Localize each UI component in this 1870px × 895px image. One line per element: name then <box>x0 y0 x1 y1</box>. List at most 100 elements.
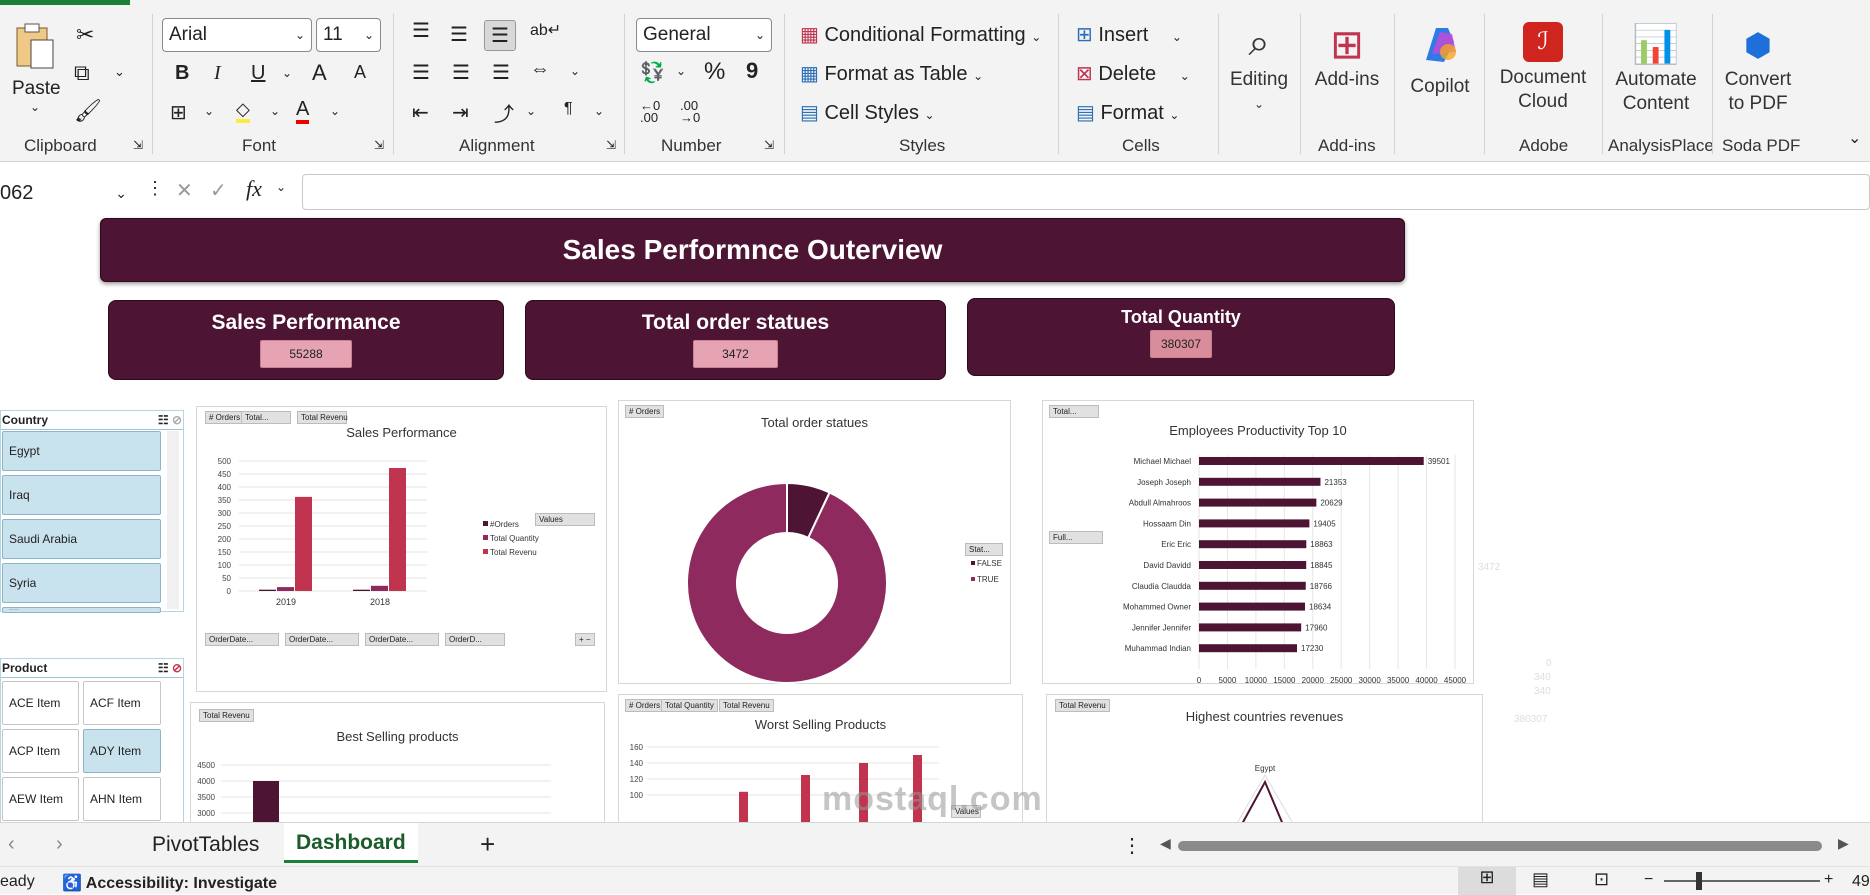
align-left-icon[interactable]: ☰ <box>412 62 430 84</box>
align-bottom-icon[interactable]: ☰ <box>484 20 516 51</box>
order-status-chart[interactable]: # Orders Total order statues FALSE TRUE S… <box>618 400 1011 684</box>
slicer-item-uae[interactable]: United Arab Emirates <box>2 607 161 613</box>
chevron-down-icon[interactable]: ⌄ <box>594 104 605 118</box>
format-as-table-button[interactable]: ▦ Format as Table ⌄ <box>800 63 984 85</box>
decrease-indent-icon[interactable]: ⇤ <box>412 102 429 124</box>
zoom-out-button[interactable]: − <box>1644 871 1654 888</box>
field-button-orderdate[interactable]: OrderDate... <box>365 633 439 646</box>
align-right-icon[interactable]: ☰ <box>492 62 510 84</box>
best-selling-chart[interactable]: Total Revenu Best Selling products 4500 4… <box>190 702 605 822</box>
slicer-item-syria[interactable]: Syria <box>2 563 161 603</box>
more-options-icon[interactable]: ⋮ <box>146 178 164 198</box>
align-middle-icon[interactable]: ☰ <box>450 24 468 46</box>
format-button[interactable]: ▤ Format ⌄ <box>1076 102 1180 124</box>
font-size-select[interactable]: 11 ⌄ <box>316 18 381 52</box>
field-button-revenue[interactable]: Total Revenu <box>1055 699 1110 712</box>
chevron-down-icon[interactable]: ⌄ <box>526 104 537 118</box>
sales-performance-chart[interactable]: # Orders Total... Total Revenu Sales Per… <box>196 406 607 692</box>
bold-button[interactable]: B <box>175 62 190 84</box>
percent-button[interactable]: % <box>704 58 726 85</box>
accessibility-status[interactable]: ♿ Accessibility: Investigate <box>62 875 277 892</box>
chevron-down-icon[interactable]: ⌄ <box>676 64 687 78</box>
underline-button[interactable]: U <box>251 62 266 84</box>
slicer-item-egypt[interactable]: Egypt <box>2 431 161 471</box>
add-sheet-button[interactable]: + <box>480 829 496 859</box>
grow-font-button[interactable]: A <box>312 60 327 85</box>
field-button-orders[interactable]: # Orders <box>625 405 665 418</box>
insert-function-button[interactable]: fx <box>246 176 262 201</box>
field-button-status[interactable]: Stat... <box>965 543 1003 556</box>
comma-style-button[interactable]: 9 <box>746 58 759 83</box>
cell-styles-button[interactable]: ▤ Cell Styles ⌄ <box>800 102 935 124</box>
page-layout-icon[interactable]: ▤ <box>1532 869 1550 889</box>
field-button-fullname[interactable]: Full... <box>1049 531 1103 544</box>
slicer-item-ahn[interactable]: AHN Item <box>83 777 161 821</box>
cancel-icon[interactable]: ✕ <box>176 180 193 202</box>
shrink-font-button[interactable]: A <box>354 62 367 82</box>
tab-pivottables[interactable]: PivotTables <box>152 833 260 856</box>
number-format-select[interactable]: General ⌄ <box>636 18 772 52</box>
tab-dashboard[interactable]: Dashboard <box>284 823 418 863</box>
slicer-scrollbar[interactable] <box>167 431 179 609</box>
zoom-slider[interactable] <box>1664 872 1820 890</box>
more-options-icon[interactable]: ⋮ <box>1122 835 1142 857</box>
paste-button[interactable]: Paste ⌄ <box>12 22 61 114</box>
accounting-format-icon[interactable]: 💱 <box>640 62 665 84</box>
country-slicer[interactable]: Country ☷ ⊘ Egypt Iraq Saudi Arabia Syria… <box>0 410 184 613</box>
slicer-item-ady[interactable]: ADY Item <box>83 729 161 773</box>
paragraph-icon[interactable]: ¶ <box>564 100 573 117</box>
font-family-select[interactable]: Arial ⌄ <box>162 18 312 52</box>
slicer-item-saudi-arabia[interactable]: Saudi Arabia <box>2 519 161 559</box>
dialog-launcher-icon[interactable]: ⇲ <box>133 138 144 152</box>
chevron-down-icon[interactable]: ⌄ <box>204 104 215 118</box>
editing-button[interactable]: ⌕ Editing ⌄ <box>1226 18 1292 116</box>
name-box[interactable]: 062 ⌄ <box>0 181 127 204</box>
dialog-launcher-icon[interactable]: ⇲ <box>374 138 385 152</box>
chevron-down-icon[interactable]: ⌄ <box>276 180 287 194</box>
align-center-icon[interactable]: ☰ <box>452 62 470 84</box>
field-button-orderdate[interactable]: OrderDate... <box>285 633 359 646</box>
chevron-down-icon[interactable]: ⌄ <box>270 104 281 118</box>
clear-filter-icon[interactable]: ⊘ <box>171 413 182 427</box>
field-button-orders[interactable]: # Orders <box>625 699 665 712</box>
multi-select-icon[interactable]: ☷ <box>157 661 169 675</box>
zoom-level[interactable]: 49 <box>1852 873 1870 890</box>
cut-icon[interactable]: ✂ <box>76 22 95 47</box>
addins-button[interactable]: ⊞ Add-ins <box>1306 22 1388 92</box>
field-button-total[interactable]: Total... <box>241 411 291 424</box>
dialog-launcher-icon[interactable]: ⇲ <box>764 138 775 152</box>
slicer-item-acp[interactable]: ACP Item <box>2 729 79 773</box>
convert-to-pdf-button[interactable]: ⬢ Convert to PDF <box>1716 22 1800 116</box>
merge-center-icon[interactable]: ⇔ <box>530 58 550 80</box>
expand-collapse-button[interactable]: + − <box>575 633 595 646</box>
field-button-orderdate[interactable]: OrderDate... <box>205 633 279 646</box>
slicer-item-ace[interactable]: ACE Item <box>2 681 79 725</box>
scroll-right-icon[interactable]: ▶ <box>1838 835 1849 851</box>
slicer-item-acf[interactable]: ACF Item <box>83 681 161 725</box>
field-button-revenue[interactable]: Total Revenu <box>199 709 254 722</box>
field-button-quantity[interactable]: Total Quantity <box>661 699 718 712</box>
chevron-down-icon[interactable]: ⌄ <box>282 66 293 80</box>
slicer-item-iraq[interactable]: Iraq <box>2 475 161 515</box>
formula-input[interactable] <box>302 174 1870 210</box>
scroll-thumb[interactable] <box>1178 841 1822 851</box>
worst-selling-chart[interactable]: # Orders Total Quantity Total Revenu Wor… <box>618 694 1023 822</box>
automate-content-button[interactable]: 📊 Automate Content <box>1606 22 1706 116</box>
orientation-icon[interactable]: ⤴ <box>494 104 514 126</box>
field-button-revenue[interactable]: Total Revenu <box>719 699 774 712</box>
slicer-item-aew[interactable]: AEW Item <box>2 777 79 821</box>
chevron-down-icon[interactable]: ⌄ <box>114 64 125 79</box>
countries-revenue-chart[interactable]: Total Revenu Highest countries revenues … <box>1046 694 1483 822</box>
field-button-revenue[interactable]: Total Revenu <box>297 411 348 424</box>
document-cloud-button[interactable]: ℐ Document Cloud <box>1488 22 1598 114</box>
increase-decimal-button[interactable]: ←0 .00 <box>640 98 661 125</box>
chevron-down-icon[interactable]: ⌄ <box>570 64 581 78</box>
dialog-launcher-icon[interactable]: ⇲ <box>606 138 617 152</box>
font-color-icon[interactable]: A <box>296 98 310 124</box>
normal-view-icon[interactable]: ⊞ <box>1458 867 1516 895</box>
copilot-button[interactable]: Copilot <box>1400 22 1480 99</box>
zoom-in-button[interactable]: + <box>1824 871 1834 888</box>
enter-icon[interactable]: ✓ <box>210 180 227 202</box>
collapse-ribbon-icon[interactable]: ⌄ <box>1848 130 1862 147</box>
wrap-text-icon[interactable]: ab↵ <box>530 22 562 39</box>
